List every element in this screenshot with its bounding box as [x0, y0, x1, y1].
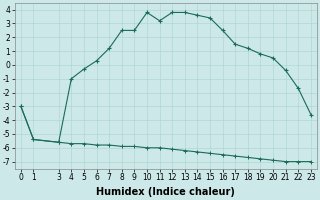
- X-axis label: Humidex (Indice chaleur): Humidex (Indice chaleur): [96, 187, 235, 197]
